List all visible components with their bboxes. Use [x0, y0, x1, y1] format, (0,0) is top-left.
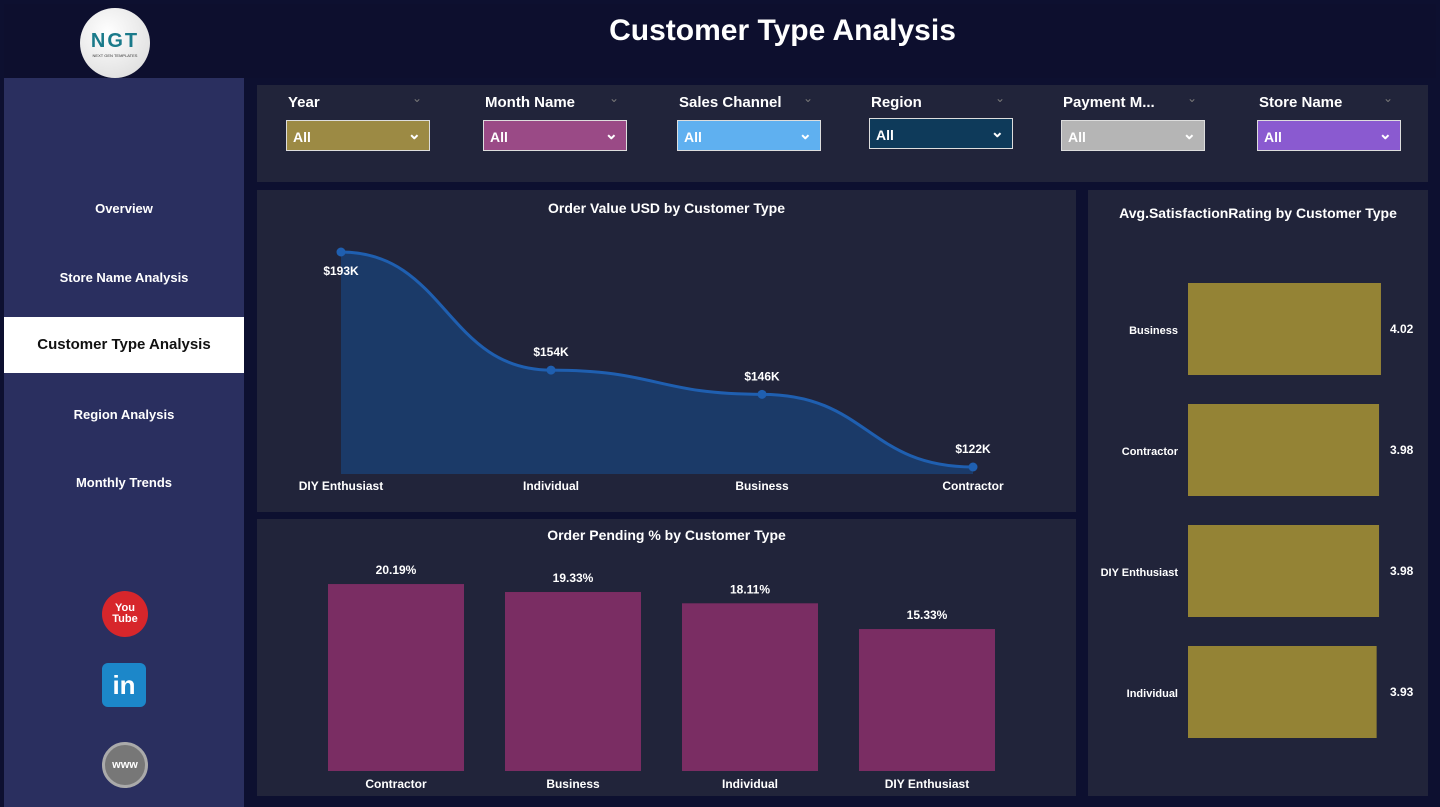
x-tick-label: Contractor	[365, 777, 427, 791]
bar[interactable]	[1188, 646, 1377, 738]
logo: NGT NEXT GEN TEMPLATES	[80, 8, 150, 78]
chevron-down-icon: ⌄	[407, 126, 421, 143]
y-tick-label: Individual	[1127, 688, 1178, 700]
bar[interactable]	[859, 629, 995, 771]
data-label: 3.98	[1390, 564, 1414, 578]
linkedin-icon[interactable]: in	[102, 663, 146, 707]
chevron-down-icon: ⌄	[1182, 126, 1196, 143]
chevron-down-icon[interactable]: ⌄	[995, 91, 1006, 105]
y-tick-label: Contractor	[1122, 446, 1179, 458]
data-label: 3.93	[1390, 685, 1414, 699]
x-tick-label: Contractor	[942, 479, 1004, 493]
data-label: 18.11%	[730, 582, 770, 596]
x-tick-label: DIY Enthusiast	[885, 777, 969, 791]
chart-title: Order Value USD by Customer Type	[547, 200, 786, 216]
data-label: 19.33%	[553, 571, 594, 585]
filter-label: Region	[871, 94, 922, 111]
y-tick-label: Business	[1129, 325, 1178, 337]
bar[interactable]	[328, 584, 464, 771]
data-label: $122K	[955, 442, 991, 456]
data-label: 4.02	[1390, 322, 1414, 336]
page-title: Customer Type Analysis	[609, 14, 956, 47]
filter-label: Month Name	[485, 94, 575, 111]
chevron-down-icon[interactable]: ⌄	[803, 91, 814, 105]
chart-title: Order Pending % by Customer Type	[547, 527, 786, 543]
sidebar-item-region-analysis[interactable]: Region Analysis	[73, 407, 175, 422]
sidebar-item-overview[interactable]: Overview	[95, 201, 153, 216]
youtube-icon[interactable]: You Tube	[102, 591, 148, 637]
filter-dropdown[interactable]: All ⌄	[1257, 120, 1401, 151]
x-tick-label: Business	[546, 777, 600, 791]
filter-dropdown[interactable]: All ⌄	[869, 118, 1013, 149]
data-label: $154K	[533, 345, 569, 359]
filter-dropdown[interactable]: All ⌄	[1061, 120, 1205, 151]
data-label: 20.19%	[376, 563, 417, 577]
area-line	[340, 250, 974, 469]
chevron-down-icon: ⌄	[604, 126, 618, 143]
bar[interactable]	[682, 603, 818, 771]
chevron-down-icon: ⌄	[990, 124, 1004, 141]
data-label: $146K	[744, 369, 780, 383]
chevron-down-icon[interactable]: ⌄	[609, 91, 620, 105]
bar[interactable]	[1188, 283, 1381, 375]
header-bar	[4, 4, 1436, 78]
chevron-down-icon[interactable]: ⌄	[1187, 91, 1198, 105]
chart-title: Avg.SatisfactionRating by Customer Type	[1119, 205, 1397, 221]
filter-bar: Year ⌄ All ⌄ Month Name ⌄ All ⌄ Sales Channel ⌄ Al…	[257, 85, 1428, 182]
filter-dropdown[interactable]: All ⌄	[677, 120, 821, 151]
data-point[interactable]	[336, 247, 346, 257]
area-fill	[341, 252, 973, 474]
filter-label: Store Name	[1259, 94, 1343, 111]
sidebar: Overview Store Name Analysis Customer Ty…	[4, 78, 244, 807]
data-label: $193K	[323, 264, 359, 278]
data-point[interactable]	[757, 389, 767, 399]
data-label: 15.33%	[907, 608, 948, 622]
globe-icon[interactable]: www	[102, 742, 148, 788]
bar[interactable]	[505, 592, 641, 771]
chevron-down-icon[interactable]: ⌄	[412, 91, 423, 105]
filter-label: Sales Channel	[679, 94, 782, 111]
bar[interactable]	[1188, 404, 1380, 496]
y-tick-label: DIY Enthusiast	[1101, 567, 1179, 579]
sidebar-item-monthly-trends[interactable]: Monthly Trends	[75, 475, 173, 490]
data-point[interactable]	[546, 365, 556, 375]
data-label: 3.98	[1390, 443, 1414, 457]
x-tick-label: Business	[735, 479, 789, 493]
x-tick-label: Individual	[722, 777, 778, 791]
filter-label: Payment M...	[1063, 94, 1155, 111]
chevron-down-icon: ⌄	[1378, 126, 1392, 143]
data-point[interactable]	[968, 462, 978, 472]
x-tick-label: DIY Enthusiast	[299, 479, 383, 493]
sidebar-item-store-name-analysis[interactable]: Store Name Analysis	[59, 270, 189, 285]
sidebar-item-customer-type-analysis[interactable]: Customer Type Analysis	[4, 317, 244, 373]
filter-dropdown[interactable]: All ⌄	[286, 120, 430, 151]
x-tick-label: Individual	[523, 479, 579, 493]
filter-dropdown[interactable]: All ⌄	[483, 120, 627, 151]
chevron-down-icon: ⌄	[798, 126, 812, 143]
chevron-down-icon[interactable]: ⌄	[1383, 91, 1394, 105]
filter-label: Year	[288, 94, 320, 111]
bar[interactable]	[1188, 525, 1380, 617]
